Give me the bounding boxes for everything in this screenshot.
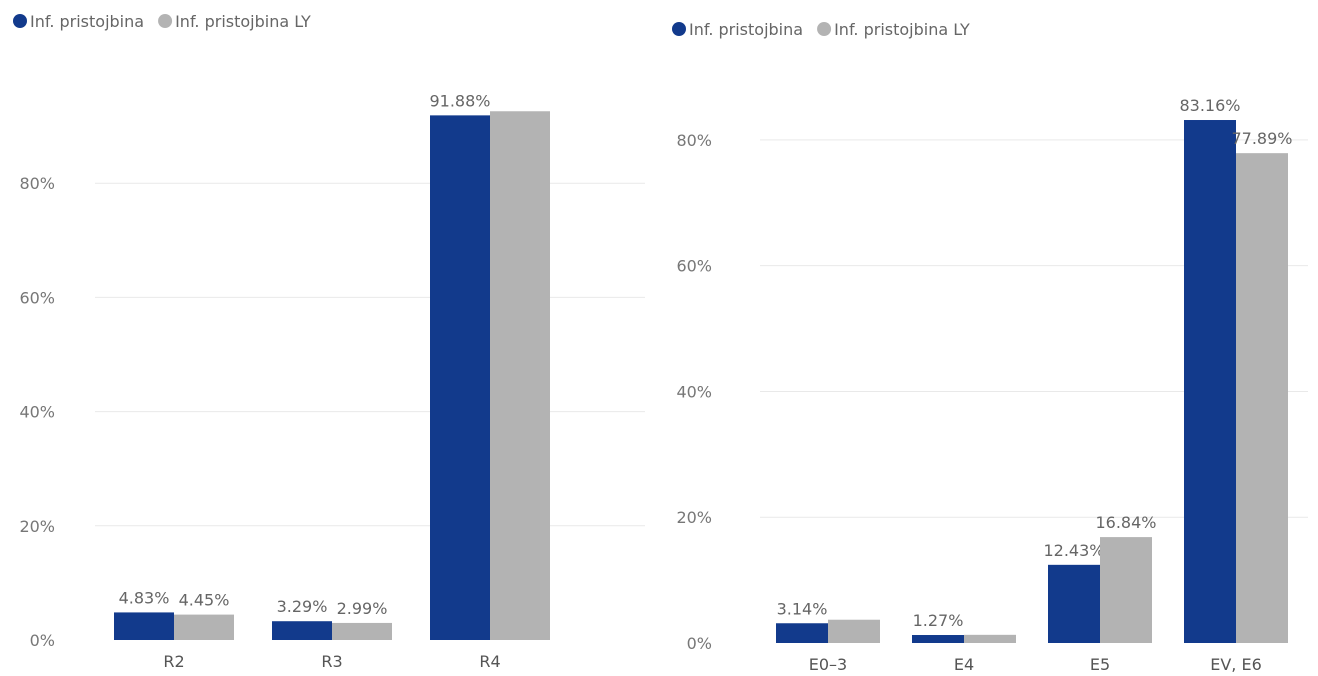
data-label: 4.83% xyxy=(119,588,170,607)
data-label: 4.45% xyxy=(179,591,230,610)
y-tick-label: 80% xyxy=(676,131,712,150)
legend-swatch-icon xyxy=(13,14,27,28)
data-label: 16.84% xyxy=(1095,513,1156,532)
legend-swatch-icon xyxy=(672,22,686,36)
data-label: 12.43% xyxy=(1043,541,1104,560)
data-label: 3.29% xyxy=(277,597,328,616)
x-category-label: R4 xyxy=(479,652,500,671)
y-tick-label: 40% xyxy=(19,403,55,422)
x-category-label: E5 xyxy=(1090,655,1110,674)
x-category-label: E0–3 xyxy=(809,655,847,674)
data-label: 3.14% xyxy=(777,599,828,618)
x-category-label: R3 xyxy=(321,652,342,671)
legend-entry[interactable]: Inf. pristojbina LY xyxy=(834,20,970,39)
y-tick-label: 80% xyxy=(19,174,55,193)
bar-last-year[interactable] xyxy=(1100,537,1152,643)
data-label: 91.88% xyxy=(429,91,490,110)
bar-last-year[interactable] xyxy=(490,111,550,640)
bar-current[interactable] xyxy=(1184,120,1236,644)
data-label: 83.16% xyxy=(1179,96,1240,115)
data-label: 1.27% xyxy=(913,611,964,630)
legend-entry[interactable]: Inf. pristojbina xyxy=(689,20,803,39)
y-tick-label: 0% xyxy=(30,631,55,650)
bar-current[interactable] xyxy=(912,635,964,643)
y-tick-label: 20% xyxy=(676,508,712,527)
y-tick-label: 0% xyxy=(687,634,712,653)
bar-last-year[interactable] xyxy=(1236,153,1288,643)
bar-current[interactable] xyxy=(114,612,174,640)
y-tick-label: 60% xyxy=(676,257,712,276)
bar-current[interactable] xyxy=(430,115,490,641)
y-tick-label: 40% xyxy=(676,382,712,401)
bar-current[interactable] xyxy=(1048,564,1100,643)
legend-entry[interactable]: Inf. pristojbina LY xyxy=(175,12,311,31)
data-label: 2.99% xyxy=(337,599,388,618)
bar-last-year[interactable] xyxy=(332,622,392,640)
x-category-label: E4 xyxy=(954,655,974,674)
bar-last-year[interactable] xyxy=(174,614,234,640)
x-category-label: EV, E6 xyxy=(1210,655,1262,674)
data-label: 77.89% xyxy=(1231,129,1292,148)
legend-swatch-icon xyxy=(158,14,173,28)
legend-entry[interactable]: Inf. pristojbina xyxy=(30,12,144,31)
legend-swatch-icon xyxy=(817,22,832,36)
bar-current[interactable] xyxy=(272,621,332,640)
x-category-label: R2 xyxy=(163,652,184,671)
y-tick-label: 20% xyxy=(19,517,55,536)
bar-last-year[interactable] xyxy=(964,634,1016,643)
y-tick-label: 60% xyxy=(19,288,55,307)
bar-current[interactable] xyxy=(776,623,828,643)
bar-last-year[interactable] xyxy=(828,619,880,643)
